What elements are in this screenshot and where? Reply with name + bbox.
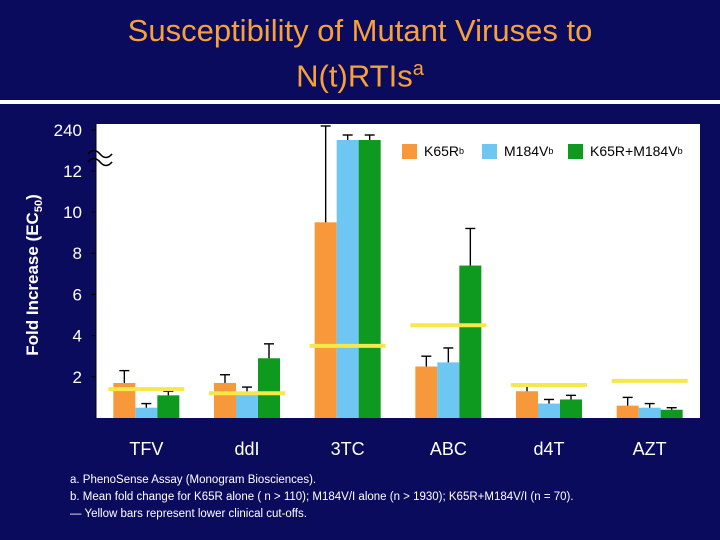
y-tick-label: 6	[73, 285, 82, 304]
title-line-2-text: N(t)RTIs	[296, 58, 413, 94]
bar	[314, 222, 337, 418]
footnote-b: b. Mean fold change for K65R alone ( n >…	[70, 491, 574, 503]
legend-swatch-k65r-m184v	[568, 143, 583, 159]
y-axis-label-end: )	[22, 194, 42, 200]
y-axis-label: Fold Increase (EC50)	[23, 194, 45, 356]
bar	[157, 395, 180, 418]
bar	[415, 366, 438, 418]
bar	[560, 399, 582, 418]
bar	[437, 362, 460, 418]
bar	[638, 407, 661, 418]
legend-label-k65r-m184v: K65R+M184V	[590, 143, 678, 159]
slide-title: Susceptibility of Mutant Viruses to N(t)…	[0, 12, 720, 95]
axis-break-icon	[87, 149, 113, 159]
y-tick-label: 2	[73, 368, 82, 387]
legend-item-k65r: K65R b	[402, 143, 464, 159]
footnote-c: — Yellow bars represent lower clinical c…	[70, 508, 307, 520]
legend-item-m184v: M184V b	[482, 143, 553, 159]
legend-label-k65r: K65R	[424, 143, 460, 159]
footnotes: a. PhenoSense Assay (Monogram Bioscience…	[70, 472, 574, 523]
y-tick-label: 240	[54, 121, 82, 140]
bar	[459, 265, 482, 418]
bar	[616, 405, 639, 418]
y-tick-label: 12	[63, 162, 82, 181]
bar	[135, 407, 158, 418]
x-tick-label: 3TC	[331, 439, 365, 459]
legend-item-k65r-m184v: K65R+M184V b	[568, 143, 683, 159]
bar	[538, 403, 560, 418]
plot-area	[96, 124, 700, 418]
y-tick-label: 10	[63, 203, 82, 222]
bar	[358, 140, 381, 418]
title-footnote-marker: a	[412, 58, 424, 80]
x-tick-label: d4T	[533, 439, 564, 459]
axis-break-icon	[87, 157, 113, 167]
x-tick-label: TFV	[129, 439, 163, 459]
legend-sup-k65r: b	[459, 146, 465, 156]
bar	[113, 382, 136, 418]
title-line-2: N(t)RTIsa	[0, 50, 720, 95]
bar	[214, 382, 236, 418]
title-divider	[0, 100, 720, 104]
y-tick-label: 4	[73, 327, 82, 346]
bar	[336, 140, 359, 418]
y-tick-label: 8	[73, 244, 82, 263]
x-tick-label: ABC	[430, 439, 467, 459]
legend-label-m184v: M184V	[504, 143, 549, 159]
bar	[516, 391, 538, 418]
bar	[660, 409, 683, 418]
title-line-1: Susceptibility of Mutant Viruses to	[127, 13, 593, 48]
x-tick-label: ddI	[234, 439, 259, 459]
legend-swatch-k65r	[402, 143, 417, 159]
bar	[258, 358, 280, 418]
bar	[236, 393, 258, 418]
x-tick-label: AZT	[633, 439, 667, 459]
y-axis-label-subscript: 50	[33, 199, 46, 213]
legend-sup-k65r-m184v: b	[677, 146, 683, 156]
legend-swatch-m184v	[482, 143, 497, 159]
legend-sup-m184v: b	[548, 146, 554, 156]
footnote-a: a. PhenoSense Assay (Monogram Bioscience…	[70, 474, 317, 486]
y-axis-label-text: Fold Increase (EC	[22, 212, 42, 356]
